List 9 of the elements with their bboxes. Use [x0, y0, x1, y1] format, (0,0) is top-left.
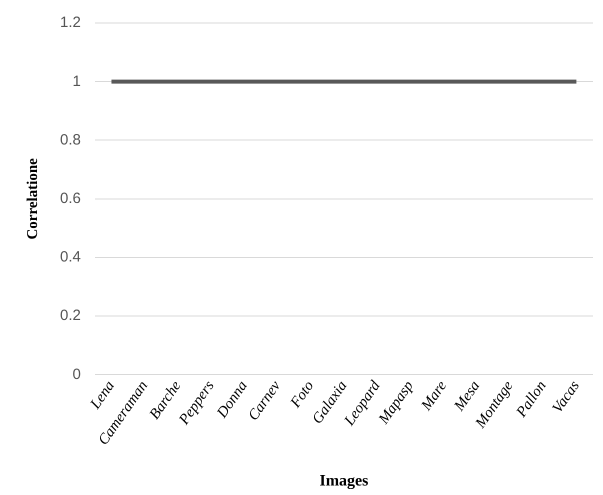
y-tick-label: 0.2	[60, 307, 81, 324]
y-tick-label: 0.8	[60, 131, 81, 148]
y-tick-label: 0.6	[60, 190, 81, 207]
y-tick-label: 0	[72, 366, 81, 383]
y-axis-title: Correlatione	[24, 158, 41, 240]
x-axis-title: Images	[319, 472, 368, 490]
y-tick-label: 1.2	[60, 14, 81, 32]
y-tick-label: 0.4	[60, 248, 81, 266]
y-tick-label: 1	[72, 72, 81, 90]
